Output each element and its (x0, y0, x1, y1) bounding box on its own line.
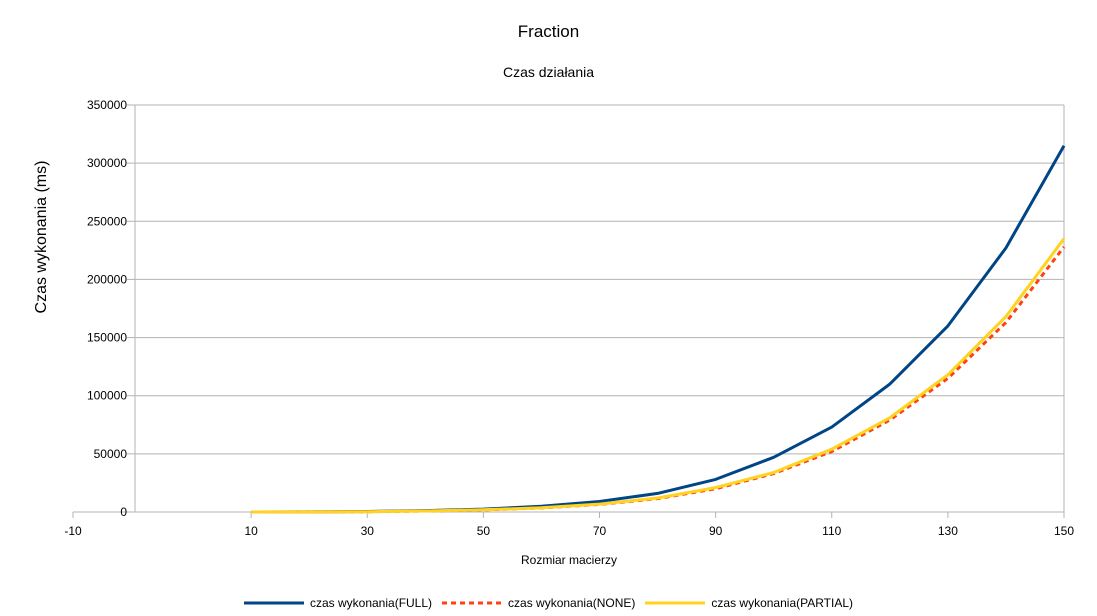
legend-label: czas wykonania(PARTIAL) (711, 596, 854, 610)
legend-item: czas wykonania(NONE) (442, 596, 635, 610)
legend-label: czas wykonania(FULL) (309, 596, 433, 610)
legend: czas wykonania(FULL) czas wykonania(NONE)… (0, 596, 1097, 610)
x-tick-label: 130 (938, 524, 958, 538)
x-axis-label: Rozmiar macierzy (521, 553, 617, 567)
legend-label: czas wykonania(NONE) (508, 596, 636, 610)
x-tick-label: 50 (477, 524, 491, 538)
series-line-czas-wykonania-full- (251, 144, 1066, 514)
series-lines (251, 144, 1066, 514)
legend-item: czas wykonania(FULL) (243, 596, 433, 610)
axes (72, 104, 1065, 518)
legend-item: czas wykonania(PARTIAL) (645, 596, 853, 610)
tick-labels: 0 50000 100000 150000 200000 250000 300000 3500… (64, 98, 1074, 538)
x-tick-label: 110 (822, 524, 841, 538)
y-axis-label: Czas wykonania (ms) (33, 161, 50, 314)
x-tick-label: 30 (361, 524, 375, 538)
y-tick-label: 150000 (87, 331, 127, 345)
chart-subtitle: Czas działania (502, 64, 595, 80)
legend-swatch (645, 601, 706, 605)
y-tick-label: 50000 (94, 447, 128, 461)
grid-lines (135, 104, 1064, 513)
chart-title: Fraction (517, 22, 580, 41)
x-tick-label: 150 (1054, 524, 1074, 538)
x-tick-label: 90 (709, 524, 723, 538)
series-line-czas-wykonania-partial- (251, 237, 1066, 514)
y-tick-label: 350000 (87, 98, 127, 112)
y-tick-label: 100000 (87, 389, 127, 403)
y-tick-label: 300000 (87, 156, 127, 170)
x-tick-label: 70 (593, 524, 607, 538)
legend-swatch (243, 601, 304, 605)
x-tick-label: -10 (64, 524, 82, 538)
legend-swatch (442, 601, 503, 605)
y-tick-label: 250000 (87, 214, 127, 228)
x-tick-label: 10 (244, 524, 258, 538)
y-tick-label: 0 (120, 505, 127, 519)
y-tick-label: 200000 (87, 272, 127, 286)
